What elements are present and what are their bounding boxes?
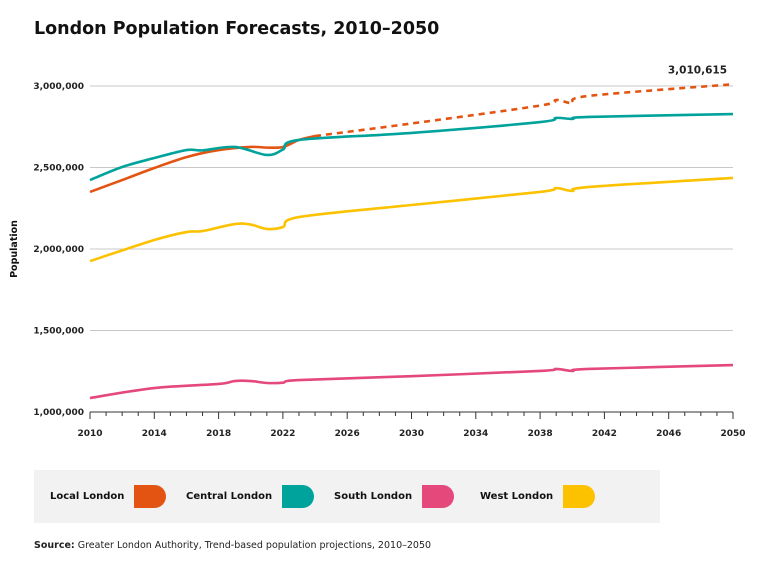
legend-item-central-london: Central London	[186, 470, 315, 523]
y-tick-label: 1,000,000	[33, 408, 84, 418]
west-london-line	[89, 176, 734, 263]
south-london-line	[89, 363, 734, 400]
x-tick-label: 2034	[463, 429, 488, 439]
y-tick-label: 1,500,000	[33, 327, 84, 337]
x-tick-label: 2038	[528, 429, 553, 439]
legend-label: Central London	[186, 491, 273, 502]
x-tick-label: 2030	[399, 429, 424, 439]
local-london-line	[89, 134, 316, 194]
y-tick-label: 3,000,000	[33, 82, 84, 92]
x-tick-label: 2010	[77, 429, 102, 439]
line-chart: 1,000,000 1,500,000 2,000,000 2,500,000 3,00…	[9, 64, 746, 439]
x-tick-label: 2046	[656, 429, 681, 439]
x-tick-label: 2018	[206, 429, 231, 439]
chart-title: London Population Forecasts, 2010–2050	[34, 19, 440, 39]
legend-swatch	[134, 485, 167, 508]
source-label: Source:	[34, 540, 75, 551]
y-axis-label: Population	[9, 220, 20, 278]
x-tick-label: 2050	[720, 429, 745, 439]
legend-swatch	[282, 485, 315, 508]
source-text: Greater London Authority, Trend-based po…	[77, 540, 432, 551]
legend-label: South London	[334, 491, 413, 502]
x-tick-label: 2022	[270, 429, 295, 439]
legend-swatch	[422, 485, 455, 508]
legend-item-local-london: Local London	[50, 470, 167, 523]
legend: Local London Central London South London We…	[34, 470, 660, 523]
legend-item-west-london: West London	[480, 470, 596, 523]
legend-label: West London	[480, 491, 554, 502]
legend-label: Local London	[50, 491, 125, 502]
y-tick-label: 2,000,000	[33, 245, 84, 255]
legend-swatch	[563, 485, 596, 508]
y-tick-label: 2,500,000	[33, 164, 84, 174]
legend-item-south-london: South London	[334, 470, 455, 523]
annotation-label: 3,010,615	[668, 64, 727, 76]
central-london-line	[89, 112, 734, 182]
source-note: Source: Greater London Authority, Trend-…	[34, 540, 431, 551]
x-tick-label: 2026	[335, 429, 360, 439]
x-tick-label: 2042	[592, 429, 617, 439]
x-tick-label: 2014	[142, 429, 167, 439]
local-london-projection-line	[314, 82, 734, 138]
